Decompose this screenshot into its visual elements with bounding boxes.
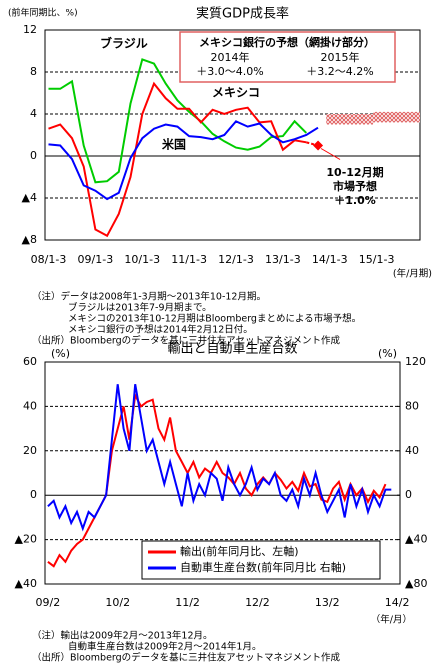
forecast-title: メキシコ銀行の予想（網掛け部分） [199, 35, 375, 49]
x-tick-label: 10/2 [105, 596, 130, 609]
x-tick-label: 09/1-3 [78, 253, 114, 266]
legend-label: 輸出(前年同月比、左軸) [180, 544, 299, 558]
x-tick-label: 12/1-3 [218, 253, 254, 266]
note: （出所）Bloombergのデータを基に三井住友アセットマネジメント作成 [32, 335, 340, 347]
y-axis-label: (前年同期比、%) [8, 7, 78, 19]
note: メキシコの2013年10-12月期はBloombergまとめによる市場予想。 [68, 313, 361, 325]
y-tick-label: 4 [30, 107, 37, 120]
y-tick-label: 8 [30, 65, 37, 78]
y-tick-label: 60 [23, 355, 37, 368]
y2-tick-label: ▲40 [405, 533, 427, 546]
note: 自動車生産台数は2009年2月～2014年1月。 [68, 641, 261, 653]
y2-tick-label: 40 [405, 444, 419, 457]
x-tick-label: 14/1-3 [312, 253, 348, 266]
series-line [48, 81, 307, 238]
forecast-note: ＋1.0% [334, 194, 376, 207]
forecast-range-label: ＋3.2～4.2% [306, 65, 373, 78]
y-tick-label: ▲40 [15, 577, 37, 590]
legend [141, 540, 381, 580]
note: （出所）Bloombergのデータを基に三井住友アセットマネジメント作成 [32, 652, 340, 664]
series-line [48, 58, 308, 184]
forecast-year: 2015年 [321, 50, 360, 64]
x-tick-label: 13/2 [315, 596, 340, 609]
forecast-range [373, 111, 420, 123]
series-line [48, 120, 319, 201]
chart-title: 輸出と自動車生産台数 [167, 341, 297, 357]
x-tick-label: 12/2 [245, 596, 270, 609]
note: （注）データは2008年1-3月期～2013年10-12月期。 [32, 291, 266, 303]
forecast-year: 2014年 [211, 50, 250, 64]
y-axis-label: (%) [51, 347, 70, 360]
forecast-range-label: ＋3.0～4.0% [196, 65, 263, 78]
series-label: ブラジル [100, 36, 148, 51]
y-tick-label: 0 [30, 488, 37, 501]
forecast-note: 10-12月期 [326, 165, 383, 179]
y2-tick-label: 120 [405, 355, 426, 368]
y-tick-label: 0 [30, 149, 37, 162]
plot-area [44, 361, 401, 585]
x-axis-label: (年/月期) [393, 268, 432, 280]
chart-title: 実質GDP成長率 [196, 6, 289, 22]
y-tick-label: 40 [23, 399, 37, 412]
forecast-range [326, 114, 374, 125]
x-tick-label: 10/1-3 [124, 253, 160, 266]
note: （注）輸出は2009年2月～2013年12月。 [32, 630, 213, 642]
series-label: メキシコ [212, 86, 260, 100]
note: メキシコ銀行の予想は2014年2月12日付。 [68, 324, 253, 336]
note: ブラジルは2013年7-9月期まで。 [68, 302, 212, 314]
forecast-box [179, 31, 396, 83]
x-tick-label: 09/2 [36, 596, 61, 609]
y-tick-label: 20 [23, 444, 37, 457]
y-tick-label: ▲20 [15, 533, 37, 546]
forecast-point [313, 140, 324, 151]
x-tick-label: 15/1-3 [359, 253, 395, 266]
series-line [47, 384, 392, 532]
y-tick-label: 12 [23, 23, 37, 36]
x-tick-label: 08/1-3 [31, 253, 67, 266]
y2-tick-label: 0 [405, 488, 412, 501]
legend-label: 自動車生産台数(前年同月比 右軸) [180, 560, 346, 574]
series-label: 米国 [162, 137, 186, 152]
plot-area [44, 29, 421, 241]
x-tick-label: 13/1-3 [265, 253, 301, 266]
forecast-arrow [320, 148, 341, 160]
x-tick-label: 11/2 [175, 596, 200, 609]
y-tick-label: ▲8 [22, 233, 37, 246]
x-axis-label: （年/月） [371, 614, 412, 626]
y2-tick-label: ▲80 [405, 577, 427, 590]
forecast-note: 市場予想 [333, 179, 377, 193]
x-tick-label: 14/2 [385, 596, 410, 609]
x-tick-label: 11/1-3 [171, 253, 207, 266]
y2-axis-label: (%) [378, 347, 397, 360]
y-tick-label: ▲4 [22, 191, 37, 204]
y2-tick-label: 80 [405, 399, 419, 412]
